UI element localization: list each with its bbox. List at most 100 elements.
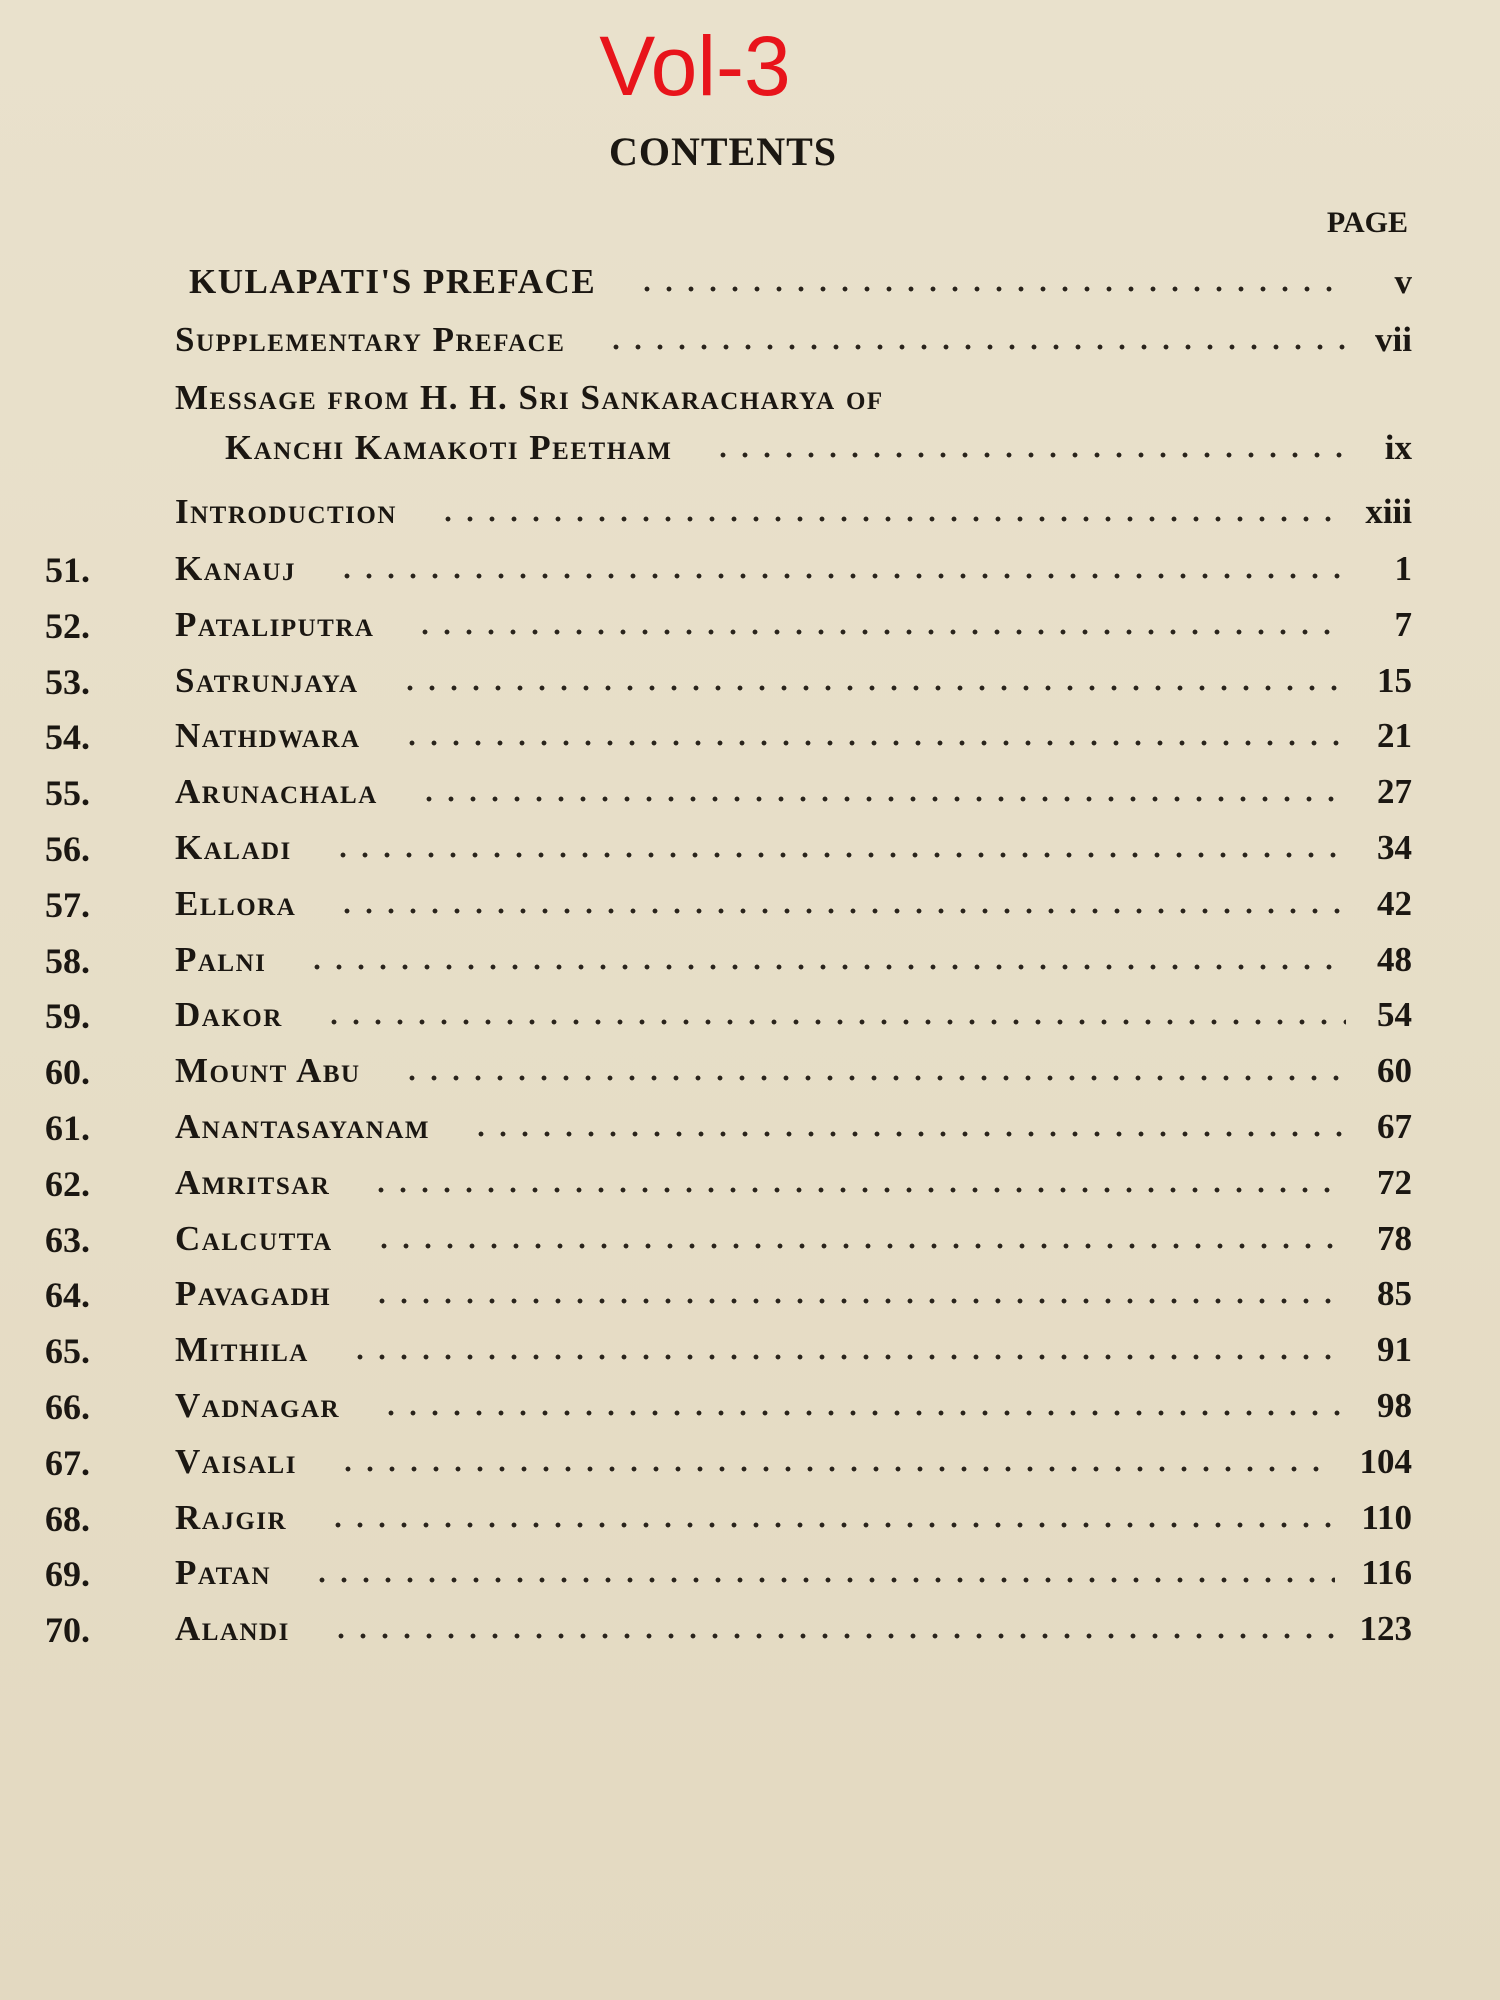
page-number: 98 [1377, 1386, 1412, 1425]
dot-leader [417, 795, 1346, 804]
dot-leader [380, 1409, 1346, 1417]
entry-number: 52. [45, 605, 90, 646]
entry-number: 51. [45, 550, 90, 590]
entry-title: Mithila [175, 1330, 309, 1370]
entry-number: 61. [45, 1108, 90, 1148]
entry-title: Vadnagar [175, 1386, 341, 1425]
entry-number: 70. [45, 1610, 90, 1651]
entry-row: Vadnagar 98 [175, 1386, 1412, 1426]
dot-leader [306, 962, 1346, 971]
entry-number: 64. [45, 1275, 90, 1316]
entry-row: Patan 116 [175, 1553, 1412, 1593]
entry-row: Supplementary Preface vii [175, 320, 1412, 360]
entry-title: KULAPATI'S PREFACE [189, 262, 597, 301]
dot-leader [335, 572, 1346, 580]
entry-title: Mount Abu [175, 1051, 361, 1091]
entry-number: 67. [45, 1442, 90, 1483]
entry-title: Ellora [175, 883, 297, 923]
contents-title: CONTENTS [608, 129, 838, 174]
volume-label: Vol-3 [599, 19, 791, 113]
entry-title: Kanchi Kamakoti Peetham [225, 428, 673, 467]
page-number: 7 [1394, 604, 1413, 644]
entry-row: Alandi 123 [175, 1609, 1412, 1649]
page-number: 110 [1361, 1497, 1412, 1537]
entry-row: Kanchi Kamakoti Peetham ix [225, 428, 1412, 468]
entry-title: Message from H. H. Sri Sankaracharya of [175, 378, 884, 417]
page-number: 21 [1377, 716, 1412, 756]
entry-row: Pavagadh 85 [175, 1274, 1412, 1314]
entry-number: 60. [45, 1052, 90, 1093]
entry-title: Patan [175, 1553, 272, 1593]
entry-title: Supplementary Preface [175, 320, 566, 359]
dot-leader [311, 1576, 1336, 1585]
entry-row: Palni 48 [175, 940, 1412, 980]
dot-leader [336, 906, 1346, 915]
entry-title: Kanauj [175, 549, 296, 588]
entry-row: Rajgir 110 [175, 1498, 1412, 1538]
dot-leader [398, 683, 1346, 692]
entry-number: 58. [45, 940, 90, 981]
entry-number: 55. [45, 773, 90, 814]
entry-row: Mithila 91 [175, 1330, 1412, 1370]
entry-number: 57. [45, 884, 90, 925]
page-number: 91 [1377, 1330, 1412, 1370]
entry-number: 65. [45, 1331, 90, 1372]
entry-number: 53. [45, 661, 90, 702]
entry-number: 69. [45, 1554, 90, 1595]
entry-row: Kanauj 1 [175, 549, 1412, 589]
page-number: 67 [1377, 1107, 1412, 1146]
entry-title: Pataliputra [175, 604, 375, 644]
page-heading: PAGE [1326, 206, 1408, 239]
entry-row: Vaisali 104 [175, 1442, 1412, 1482]
entry-title: Calcutta [175, 1218, 333, 1258]
dot-leader [329, 1632, 1334, 1641]
dot-leader [400, 739, 1346, 748]
page-number: 34 [1377, 828, 1412, 867]
page-number: 116 [1361, 1553, 1412, 1593]
entry-number: 62. [45, 1163, 90, 1204]
entry-title: Arunachala [175, 772, 378, 812]
entry-row: Introduction xiii [175, 492, 1412, 532]
entry-title: Pavagadh [175, 1274, 332, 1314]
entry-title: Nathdwara [175, 716, 361, 756]
page-number: 1 [1394, 549, 1413, 588]
dot-leader [400, 1074, 1346, 1083]
entry-number: 63. [45, 1219, 90, 1260]
entry-row: Amritsar 72 [175, 1163, 1412, 1203]
dot-leader [370, 1185, 1346, 1194]
page-number: v [1394, 262, 1413, 301]
dot-leader [470, 1130, 1346, 1138]
dot-leader [371, 1297, 1346, 1306]
entry-title: Amritsar [175, 1162, 331, 1202]
page-number: 15 [1377, 660, 1412, 700]
entry-row: Arunachala 27 [175, 772, 1412, 812]
entry-row: Nathdwara 21 [175, 716, 1412, 756]
entry-title: Introduction [175, 492, 397, 531]
page-number: 78 [1377, 1218, 1412, 1258]
entry-row: Calcutta 78 [175, 1219, 1412, 1259]
page-number: vii [1375, 320, 1412, 359]
entry-row: Mount Abu 60 [175, 1051, 1412, 1091]
entry-title: Rajgir [175, 1497, 288, 1537]
page-number: 85 [1377, 1274, 1412, 1314]
entry-title: Satrunjaya [175, 660, 359, 700]
dot-leader [414, 627, 1346, 636]
page-number: xiii [1365, 492, 1412, 531]
entry-number: 59. [45, 996, 90, 1037]
entry-title: Palni [175, 939, 267, 979]
entry-row: Anantasayanam 67 [175, 1107, 1412, 1147]
dot-leader [605, 343, 1346, 351]
entry-number: 66. [45, 1387, 90, 1427]
dot-leader [336, 1464, 1334, 1473]
dot-leader [331, 851, 1346, 859]
entry-row: KULAPATI'S PREFACE v [189, 262, 1412, 302]
entry-number: 68. [45, 1498, 90, 1539]
page-number: 27 [1377, 772, 1412, 812]
entry-row: Pataliputra 7 [175, 605, 1412, 645]
entry-row: Satrunjaya 15 [175, 661, 1412, 701]
entry-row: Kaladi 34 [175, 828, 1412, 868]
page-number: 123 [1359, 1609, 1413, 1649]
page-number: 104 [1359, 1441, 1413, 1481]
dot-leader [436, 515, 1340, 523]
page-number: 54 [1377, 995, 1412, 1035]
